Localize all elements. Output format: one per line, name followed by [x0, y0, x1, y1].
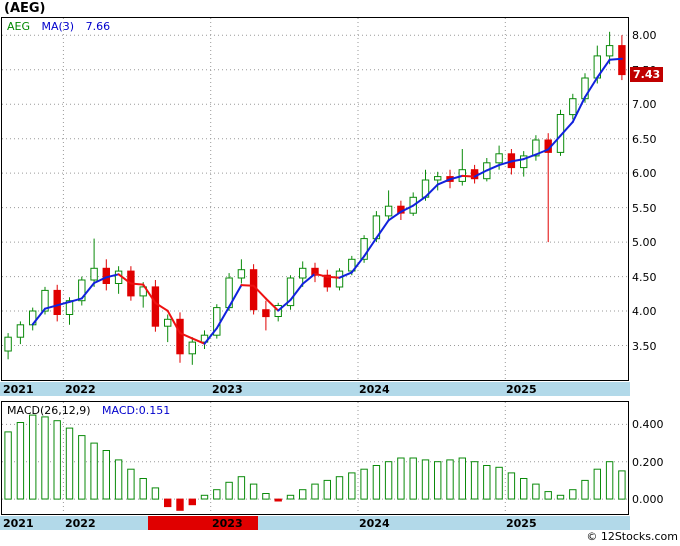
macd-y-axis: 0.400 0.200 0.000: [632, 402, 679, 514]
price-ytick-label: 4.50: [632, 271, 657, 284]
price-chart-svg: [2, 18, 628, 380]
macd-x-axis-band: 2021 2022 2023 2024 2025: [0, 516, 630, 530]
year-label-2022: 2022: [65, 383, 96, 396]
macd-ytick-label: 0.000: [632, 493, 664, 506]
year-label-2021: 2021: [3, 517, 34, 530]
macd-label: MACD(26,12,9): [7, 404, 91, 417]
last-price-badge: 7.43: [630, 67, 664, 82]
macd-ytick-label: 0.200: [632, 456, 664, 469]
macd-panel: MACD(26,12,9) MACD:0.151: [1, 401, 629, 515]
price-ytick-label: 5.00: [632, 236, 657, 249]
price-ytick-label: 5.50: [632, 202, 657, 215]
ma-value: 7.66: [85, 20, 111, 33]
year-label-2021: 2021: [3, 383, 34, 396]
price-ytick-label: 3.50: [632, 340, 657, 353]
macd-ytick-label: 0.400: [632, 418, 664, 431]
macd-negative-period-highlight: [148, 516, 258, 530]
macd-value: MACD:0.151: [102, 404, 171, 417]
price-y-axis: 8.007.507.006.506.005.505.004.504.003.50: [632, 18, 679, 380]
year-label-2025: 2025: [506, 383, 537, 396]
page-title: (AEG): [4, 1, 46, 16]
macd-legend: MACD(26,12,9) MACD:0.151: [7, 404, 178, 417]
price-x-axis-band: 2021 2022 2023 2024 2025: [0, 382, 630, 396]
price-ytick-label: 8.00: [632, 29, 657, 42]
year-label-2024: 2024: [359, 517, 390, 530]
price-chart-legend: AEG MA(3) 7.66: [7, 20, 118, 33]
year-label-2022: 2022: [65, 517, 96, 530]
price-ytick-label: 7.00: [632, 98, 657, 111]
ticker-symbol: AEG: [7, 20, 30, 33]
macd-chart-svg: [2, 402, 628, 514]
year-label-2023: 2023: [212, 383, 243, 396]
credit: © 12Stocks.com: [586, 530, 678, 543]
price-ytick-label: 6.00: [632, 167, 657, 180]
price-chart-panel: AEG MA(3) 7.66: [1, 17, 629, 381]
ma-label: MA(3): [41, 20, 75, 33]
year-label-2023: 2023: [212, 517, 243, 530]
price-ytick-label: 4.00: [632, 305, 657, 318]
price-ytick-label: 6.50: [632, 133, 657, 146]
year-label-2025: 2025: [506, 517, 537, 530]
year-label-2024: 2024: [359, 383, 390, 396]
